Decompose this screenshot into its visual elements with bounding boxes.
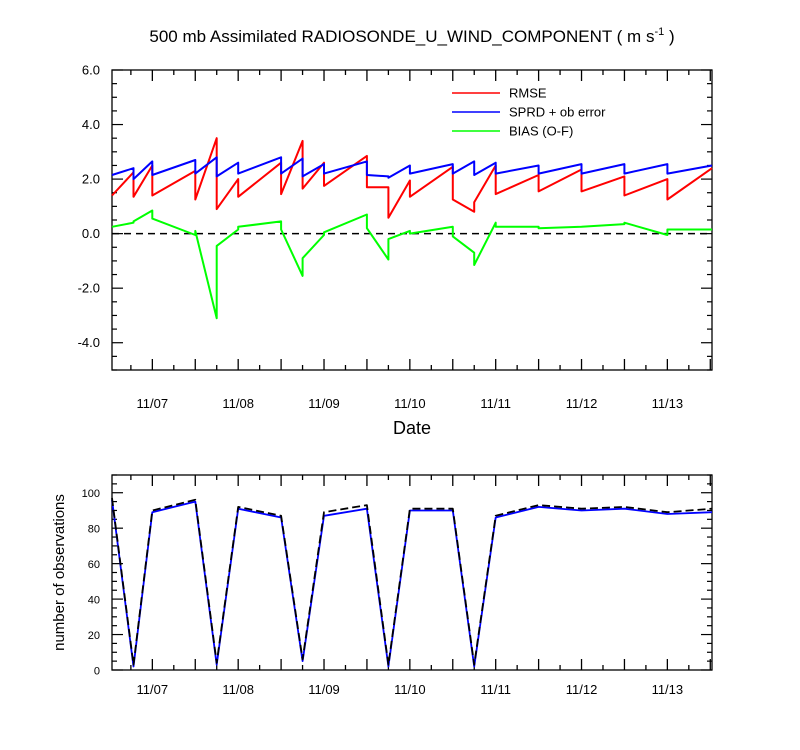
top-x-axis-label: Date [393, 418, 431, 438]
top-series-rmse [111, 137, 713, 219]
bottom-y-axis-label: number of observations [51, 494, 68, 651]
top-series-sprd-ob-error [111, 156, 713, 181]
bottom-y-tick-label: 0 [94, 666, 100, 678]
bottom-y-tick-label: 40 [88, 595, 100, 607]
bottom-frame [111, 474, 713, 671]
bottom-x-tick-label: 11/08 [222, 682, 254, 697]
top-y-tick-label: 6.0 [82, 63, 100, 78]
top-y-tick-label: -2.0 [78, 281, 100, 296]
legend-label: SPRD + ob error [509, 105, 606, 120]
bottom-x-tick-label: 11/10 [394, 682, 426, 697]
bottom-y-ticks: 0 20 40 60 80 100 [82, 474, 712, 678]
chart-title-main: 500 mb Assimilated RADIOSONDE_U_WIND_COM… [149, 27, 654, 46]
bottom-series-series-0 [111, 499, 713, 668]
top-y-tick-label: -4.0 [78, 335, 100, 350]
top-series-bias-o-f [111, 209, 712, 320]
top-y-tick-label: 2.0 [82, 172, 100, 187]
legend-label: RMSE [509, 86, 547, 101]
bottom-x-ticks [130, 475, 711, 670]
chart-title-tail: ) [664, 27, 674, 46]
top-legend: RMSE SPRD + ob error BIAS (O-F) [452, 86, 606, 139]
top-y-ticks: 6.0 4.0 2.0 0.0 -2.0 -4.0 [78, 63, 712, 371]
bottom-y-tick-label: 80 [88, 524, 100, 536]
bottom-y-tick-label: 20 [88, 630, 100, 642]
bottom-x-tick-labels: 11/07 11/08 11/09 11/10 11/11 11/12 11/13 [137, 682, 684, 697]
top-x-tick-label: 11/12 [566, 396, 598, 411]
bottom-x-tick-label: 11/12 [566, 682, 598, 697]
top-x-tick-label: 11/13 [652, 396, 684, 411]
top-x-tick-label: 11/09 [308, 396, 340, 411]
bottom-x-tick-label: 11/07 [137, 682, 169, 697]
top-x-ticks [130, 70, 711, 370]
bottom-series-series-1 [111, 497, 713, 666]
bottom-x-tick-label: 11/13 [652, 682, 684, 697]
chart-title: 500 mb Assimilated RADIOSONDE_U_WIND_COM… [149, 26, 674, 46]
chart-title-superscript: -1 [654, 26, 664, 38]
top-plot: 11/07 11/08 11/09 11/10 11/11 11/12 11/13 6.0 4.… [78, 63, 713, 438]
bottom-plot: 11/07 11/08 11/09 11/10 11/11 11/12 11/13 0 20 40… [51, 474, 713, 697]
top-frame [111, 69, 713, 371]
top-x-tick-label: 11/08 [222, 396, 254, 411]
bottom-y-tick-label: 60 [88, 559, 100, 571]
legend-label: BIAS (O-F) [509, 124, 573, 139]
top-y-tick-label: 0.0 [82, 226, 100, 241]
top-x-tick-labels: 11/07 11/08 11/09 11/10 11/11 11/12 11/13 [137, 396, 684, 411]
top-x-tick-label: 11/10 [394, 396, 426, 411]
bottom-y-tick-label: 100 [82, 488, 100, 500]
top-x-tick-label: 11/07 [137, 396, 169, 411]
top-x-tick-label: 11/11 [480, 396, 511, 411]
bottom-x-tick-label: 11/09 [308, 682, 340, 697]
bottom-x-tick-label: 11/11 [480, 682, 511, 697]
top-y-tick-label: 4.0 [82, 117, 100, 132]
